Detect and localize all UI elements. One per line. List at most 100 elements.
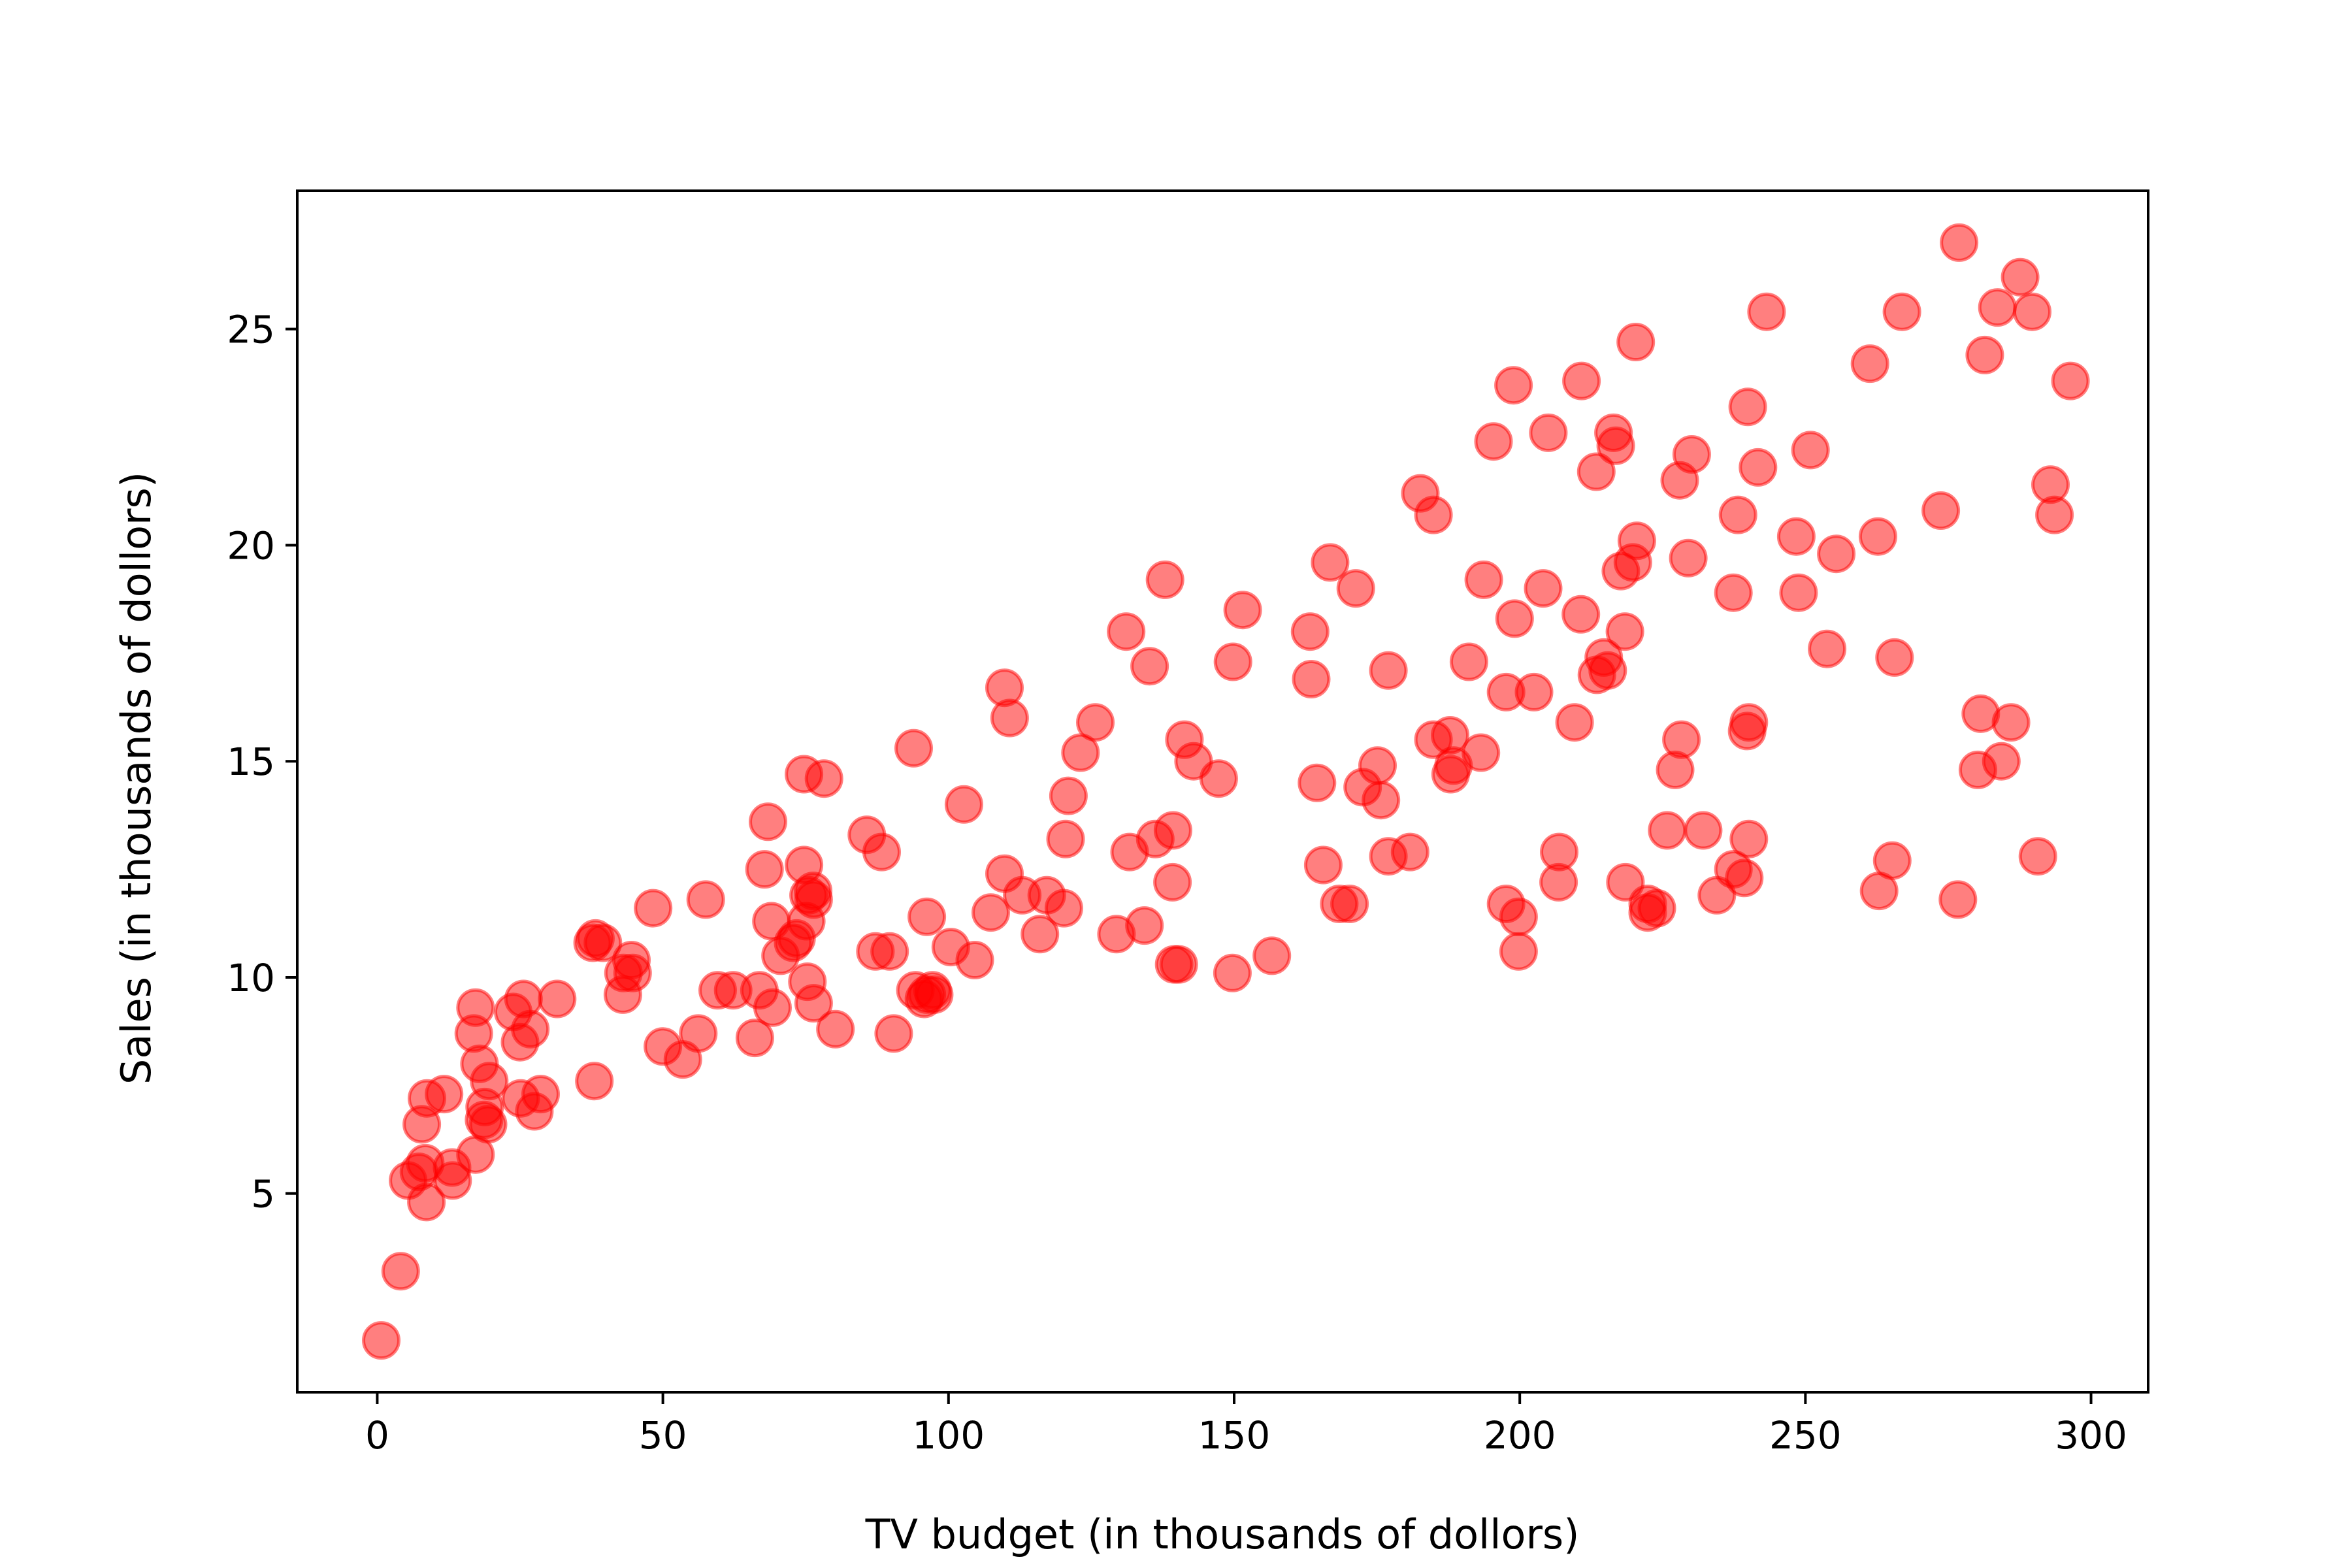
data-point: [511, 1009, 550, 1049]
data-point: [1524, 569, 1563, 608]
data-point: [1978, 288, 2017, 327]
y-tick-label: 15: [227, 740, 275, 784]
data-point: [735, 1019, 774, 1058]
data-point: [468, 1105, 508, 1144]
data-point: [613, 953, 652, 992]
data-point: [1145, 560, 1184, 599]
data-point: [407, 1183, 446, 1222]
data-point: [1965, 335, 2004, 374]
data-point: [1311, 543, 1350, 582]
data-point: [686, 880, 725, 919]
data-point: [1303, 845, 1343, 885]
data-point: [1714, 573, 1753, 612]
data-point: [470, 1062, 509, 1101]
y-tick-label: 20: [227, 523, 275, 568]
data-point: [1252, 936, 1292, 975]
data-point: [944, 785, 983, 824]
data-point: [1921, 491, 1961, 530]
data-point: [1390, 832, 1429, 872]
data-point: [1153, 811, 1192, 850]
data-point: [1107, 612, 1146, 651]
data-point: [1729, 703, 1769, 742]
data-point: [862, 832, 901, 872]
data-point: [1474, 422, 1513, 461]
data-point: [1672, 435, 1711, 474]
data-point: [1728, 387, 1767, 427]
data-point: [1561, 595, 1601, 634]
data-point: [1858, 517, 1897, 556]
data-point: [894, 728, 933, 768]
x-tick-label: 200: [1484, 1413, 1556, 1458]
data-point: [1199, 759, 1238, 798]
data-point: [1021, 915, 1060, 954]
data-point: [1540, 832, 1578, 872]
data-point: [1817, 534, 1856, 574]
y-tick-label: 25: [227, 308, 275, 352]
data-point: [1298, 763, 1337, 802]
data-point: [804, 759, 843, 798]
x-tick-label: 300: [2055, 1413, 2127, 1458]
data-point: [1449, 642, 1488, 681]
y-axis-label: Sales (in thousands of dollors): [112, 472, 160, 1085]
data-point: [1499, 897, 1538, 936]
x-tick-label: 150: [1198, 1413, 1271, 1458]
ticks-layer: 0 50 100 150 200 250 300 5 10 15 20 25: [227, 308, 2127, 1458]
data-point: [1718, 495, 1757, 534]
data-point: [1684, 811, 1723, 850]
data-point: [1596, 426, 1635, 465]
data-point: [1739, 448, 1778, 487]
data-point: [1875, 638, 1914, 677]
data-point: [1362, 781, 1401, 820]
x-axis-label: TV budget (in thousands of dollors): [865, 1511, 1580, 1558]
data-point: [1605, 612, 1644, 651]
plot-frame: [296, 189, 2149, 1394]
data-point: [1290, 612, 1330, 651]
data-point: [749, 802, 787, 841]
data-point: [1637, 889, 1676, 928]
data-point: [1369, 651, 1408, 690]
data-point: [1747, 292, 1786, 331]
x-tick-label: 250: [1769, 1413, 1842, 1458]
data-point: [1938, 880, 1978, 919]
data-point: [2018, 837, 2057, 876]
data-point: [1046, 819, 1085, 858]
data-point: [1130, 647, 1169, 686]
data-point: [955, 941, 994, 979]
data-point: [1292, 660, 1331, 698]
data-point: [907, 897, 947, 936]
data-point: [1882, 292, 1921, 331]
data-point: [381, 1252, 420, 1291]
data-point: [1940, 223, 1979, 262]
x-tick-label: 0: [365, 1413, 389, 1458]
data-point: [2051, 361, 2090, 400]
data-point: [1044, 889, 1083, 928]
points-layer: [362, 223, 2090, 1360]
data-point: [679, 1014, 718, 1053]
data-point: [990, 698, 1029, 738]
data-point: [1061, 733, 1100, 772]
data-point: [1223, 591, 1262, 630]
data-point: [794, 880, 833, 919]
y-tick-label: 5: [251, 1172, 275, 1217]
data-point: [1499, 932, 1538, 971]
data-point: [583, 923, 623, 962]
data-point: [1616, 323, 1656, 361]
data-point: [1414, 495, 1453, 534]
data-point: [1872, 841, 1912, 880]
data-point: [362, 1321, 400, 1360]
y-tick-label: 10: [227, 956, 275, 1000]
data-point: [753, 988, 792, 1027]
data-point: [1729, 819, 1769, 858]
data-point: [1213, 642, 1252, 681]
data-point: [1982, 742, 2021, 781]
data-point: [1462, 733, 1501, 772]
data-point: [1514, 672, 1554, 711]
data-point: [1662, 720, 1701, 759]
x-tick-label: 100: [912, 1413, 985, 1458]
data-point: [1153, 862, 1192, 902]
data-point: [1330, 885, 1369, 923]
data-point: [1495, 599, 1534, 638]
data-point: [1669, 538, 1708, 578]
data-point: [816, 1009, 855, 1049]
data-point: [1529, 413, 1568, 452]
